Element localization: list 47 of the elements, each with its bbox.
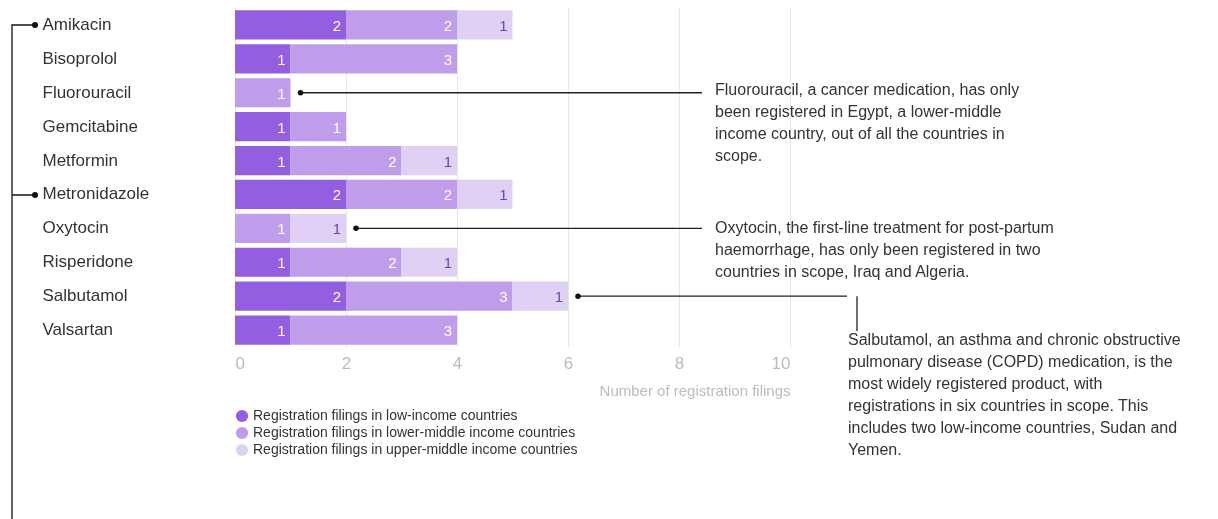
data-label: 1 (277, 220, 286, 238)
legend-label: Registration filings in lower-middle income countries (253, 424, 576, 440)
data-label: 1 (277, 118, 286, 136)
data-label: 2 (388, 152, 397, 170)
data-label: 2 (388, 254, 397, 272)
y-tick-label: Metformin (42, 150, 119, 170)
data-label: 3 (443, 322, 452, 340)
legend-label: Registration filings in upper-middle income countries (253, 441, 578, 457)
data-label: 1 (277, 322, 286, 340)
x-tick-label: 4 (452, 353, 463, 373)
x-tick-label: 0 (235, 353, 245, 373)
text: Salbutamol, an asthma and chronic obstructive pulmonary disease (COPD) medication, is the most widely registered product, with registrations in six countries in scope. This includes two low-income countries, Sudan and Yemen. (848, 331, 1181, 458)
data-label: 1 (277, 152, 286, 170)
data-label: 1 (277, 254, 286, 272)
data-label: 1 (499, 186, 508, 204)
y-tick-label: Bisoprolol (42, 48, 118, 68)
data-label: 2 (443, 186, 452, 204)
data-label: 3 (443, 50, 452, 68)
data-label: 2 (332, 186, 341, 204)
annotation: Oxytocin, the first-line treatment for post-partum haemorrhage, has only been registered in two countries in scope, Iraq and Algeria. (715, 219, 1054, 280)
data-label: 1 (499, 16, 508, 34)
x-tick-label: 6 (563, 353, 574, 373)
data-label: 1 (277, 50, 286, 68)
data-label: 1 (332, 220, 341, 238)
data-label: 1 (443, 152, 452, 170)
data-label: 2 (332, 288, 341, 306)
data-label: 2 (443, 16, 452, 34)
y-tick-label: Fluorouracil (42, 82, 132, 102)
data-label: 1 (277, 84, 286, 102)
data-label: 2 (332, 16, 341, 34)
y-tick-label: Metronidazole (42, 184, 150, 204)
x-tick-label: 10 (771, 353, 791, 373)
legend-label: Registration filings in low-income countries (253, 407, 518, 423)
data-label: 1 (332, 118, 341, 136)
y-tick-label: Risperidone (42, 252, 134, 272)
annotation: Fluorouracil, a cancer medication, has only been registered in Egypt, a lower-middle income country, out of all the countries in scope. (715, 81, 1020, 164)
y-tick-label: Oxytocin (42, 218, 109, 238)
x-tick-label: 2 (341, 353, 352, 373)
data-label: 1 (554, 288, 563, 306)
y-tick-label: Amikacin (42, 14, 112, 34)
y-tick-label: Salbutamol (42, 286, 128, 306)
data-label: 1 (443, 254, 452, 272)
data-label: 3 (499, 288, 508, 306)
x-tick-label: 8 (674, 353, 685, 373)
x-axis-title: Number of registration filings (599, 381, 791, 399)
y-tick-label: Valsartan (42, 320, 114, 340)
y-tick-label: Gemcitabine (42, 116, 138, 136)
